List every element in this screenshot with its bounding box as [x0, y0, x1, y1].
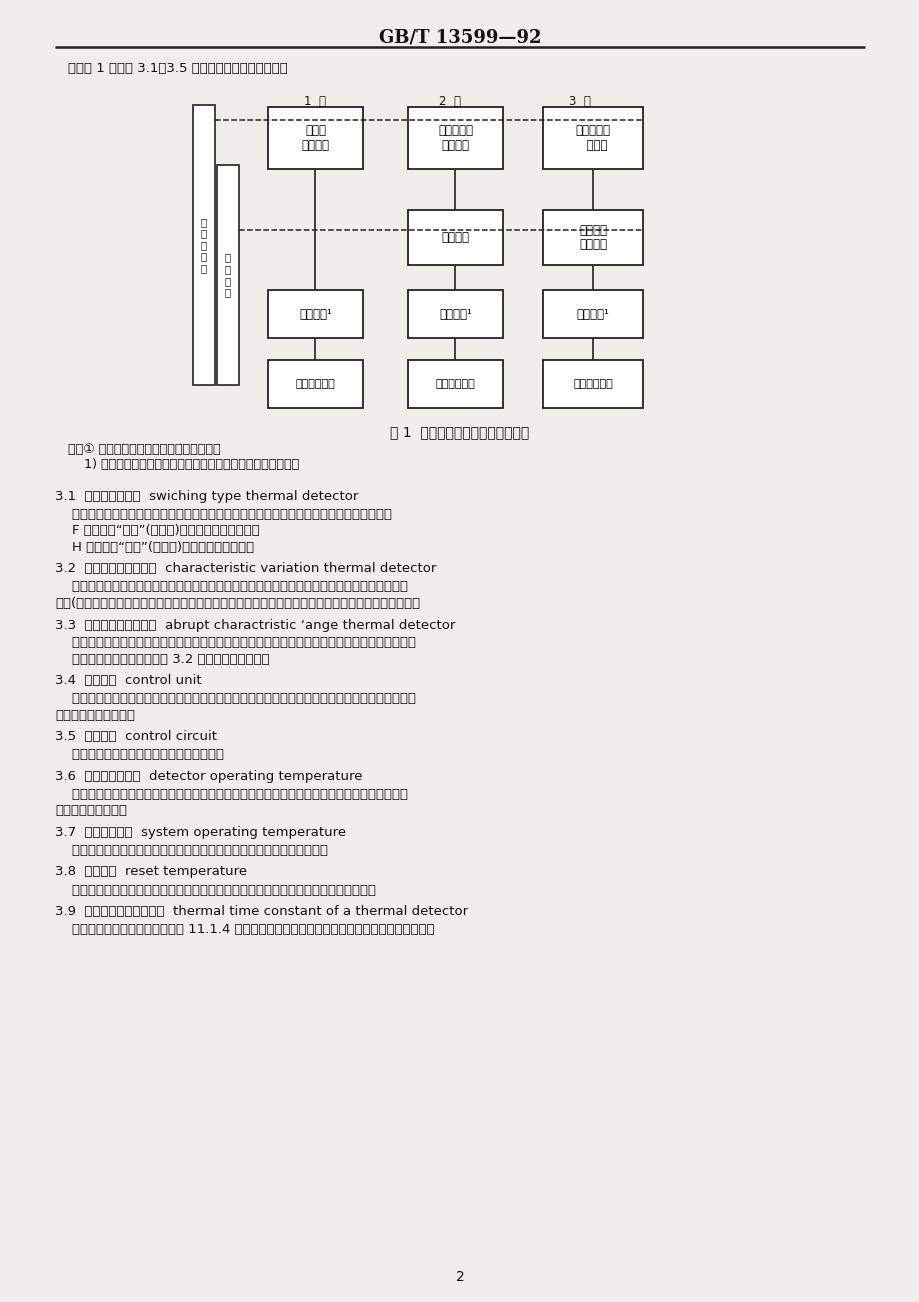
Text: H 型：具有“断开”(即常闭)触头元件的热检测器: H 型：具有“断开”(即常闭)触头元件的热检测器 [55, 542, 254, 553]
Text: 热
保
护
系
统: 热 保 护 系 统 [200, 217, 207, 273]
Text: 断开或闭合旋转电机电源开关装置的电路。: 断开或闭合旋转电机电源开关装置的电路。 [55, 749, 223, 762]
Text: 3.7  系统动作温度  system operating temperature: 3.7 系统动作温度 system operating temperature [55, 825, 346, 838]
Text: 3.1  开关型热检测器  swiching type thermal detector: 3.1 开关型热检测器 swiching type thermal detect… [55, 490, 358, 503]
Text: 控制电路¹: 控制电路¹ [438, 307, 471, 320]
Text: F 型：具有“闭合”(即常开)触头元件的热检测器。: F 型：具有“闭合”(即常开)触头元件的热检测器。 [55, 525, 259, 538]
Text: 3.8  复位温度  reset temperature: 3.8 复位温度 reset temperature [55, 866, 247, 879]
Text: 注：图 1 列示了 3.1～3.5 条规定的装置的相互关系。: 注：图 1 列示了 3.1～3.5 条规定的装置的相互关系。 [68, 62, 288, 76]
Text: 控制电路¹: 控制电路¹ [299, 307, 332, 320]
Bar [193, 105, 215, 385]
Text: 1) 对于二级热保护，控制电路还控制第一级保护的报警装置。: 1) 对于二级热保护，控制电路还控制第一级保护的报警装置。 [68, 458, 299, 471]
Text: 特性突变型
热检测器: 特性突变型 热检测器 [437, 124, 472, 152]
Text: 电机开关装置: 电机开关装置 [295, 379, 335, 389]
Bar [542, 107, 642, 169]
Text: 控制电路¹: 控制电路¹ [576, 307, 608, 320]
Bar [407, 107, 503, 169]
Bar [267, 359, 363, 408]
Text: 注：特性突变型热检测器是 3.2 条的一种特殊类型。: 注：特性突变型热检测器是 3.2 条的一种特殊类型。 [55, 654, 269, 667]
Bar [542, 210, 642, 266]
Text: 电机开关装置: 电机开关装置 [436, 379, 475, 389]
Text: 1  类: 1 类 [303, 95, 325, 108]
Text: 温度下降时，热检测器或者与检测器关联的控制单元复位动作或使电路能复位的温度。: 温度下降时，热检测器或者与检测器关联的控制单元复位动作或使电路能复位的温度。 [55, 884, 376, 897]
Text: 是二种型式的组合型。: 是二种型式的组合型。 [55, 710, 135, 723]
Text: 能直接开关控制电路的热检测器（例如双金属片热检测器）。开关型热检测器有两种类型；: 能直接开关控制电路的热检测器（例如双金属片热检测器）。开关型热检测器有两种类型； [55, 508, 391, 521]
Text: 3.4  控制单元  control unit: 3.4 控制单元 control unit [55, 674, 201, 687]
Text: 3  类: 3 类 [569, 95, 590, 108]
Text: 图 1  热保护系统和控制系统的型式: 图 1 热保护系统和控制系统的型式 [390, 424, 529, 439]
Text: GB/T 13599—92: GB/T 13599—92 [379, 29, 540, 46]
Text: 2  类: 2 类 [438, 95, 460, 108]
Text: 温度上升过程中检测器动作的温度，或者在温度上升期间特性随温度变化而使与检测器关联的控: 温度上升过程中检测器动作的温度，或者在温度上升期间特性随温度变化而使与检测器关联… [55, 788, 407, 801]
Text: 开关型
热检测器: 开关型 热检测器 [301, 124, 329, 152]
Text: 3.3  特性突变型热检测器  abrupt charactristic ‘ange thermal detector: 3.3 特性突变型热检测器 abrupt charactristic ‘ange… [55, 618, 455, 631]
Text: 制单元动作的温度。: 制单元动作的温度。 [55, 805, 127, 818]
Bar [407, 359, 503, 408]
Text: 注：① 控制系统还可增加一个过载继电器。: 注：① 控制系统还可增加一个过载继电器。 [68, 443, 221, 456]
Text: 3.6  检测器动作温度  detector operating temperature: 3.6 检测器动作温度 detector operating temperatu… [55, 769, 362, 783]
Bar [267, 290, 363, 339]
Text: 动作(例如：电阔检测器、热电偶检测器、正温度系数热敏电阔检测器和负温度系数热敏电阔检测器）。: 动作(例如：电阔检测器、热电偶检测器、正温度系数热敏电阔检测器和负温度系数热敏电… [55, 598, 420, 611]
Text: 特性随温度变化的热检测器。它可按制造厂规定的温度或控制单元鉴定的温度使控制系统的开关: 特性随温度变化的热检测器。它可按制造厂规定的温度或控制单元鉴定的温度使控制系统的… [55, 581, 407, 594]
Text: 3.2  特性变化型热检测器  characteristic variation thermal detector: 3.2 特性变化型热检测器 characteristic variation t… [55, 562, 436, 575]
Bar [542, 290, 642, 339]
Text: 使特性变化型热检测器的特性变化转换为开关动作的装置。它可以是电气机械型、电子型，也可以: 使特性变化型热检测器的特性变化转换为开关动作的装置。它可以是电气机械型、电子型，… [55, 693, 415, 706]
Text: 控
制
系
统: 控 制 系 统 [224, 253, 231, 297]
Text: 温度上升过程中检测器和控制单元同步使控制单元动作的检测器的温度。: 温度上升过程中检测器和控制单元同步使控制单元动作的检测器的温度。 [55, 844, 328, 857]
Text: 控制单元: 控制单元 [441, 230, 469, 243]
Text: 2: 2 [455, 1269, 464, 1284]
Text: 电机开关装置: 电机开关装置 [573, 379, 612, 389]
Text: 特性随规定温度发生突变而使控制系统开关动作的热检测器（例如正温度系数热敏电阔检测器）。: 特性随规定温度发生突变而使控制系统开关动作的热检测器（例如正温度系数热敏电阔检测… [55, 637, 415, 650]
Bar [217, 165, 239, 385]
Bar [542, 359, 642, 408]
Text: 3.9  热检测器的热时间常数  thermal time constant of a thermal detector: 3.9 热检测器的热时间常数 thermal time constant of … [55, 905, 468, 918]
Bar [407, 290, 503, 339]
Text: 特性变化型
  检测器: 特性变化型 检测器 [575, 124, 610, 152]
Text: 控制单元
预先整定: 控制单元 预先整定 [578, 224, 607, 251]
Text: 热检测器在不通电的条件下，按 11.1.4 条的规定方法测量，其温度由初始温度达到最终电阔突变: 热检测器在不通电的条件下，按 11.1.4 条的规定方法测量，其温度由初始温度达… [55, 923, 434, 936]
Text: 3.5  控制电路  control circuit: 3.5 控制电路 control circuit [55, 730, 217, 743]
Bar [407, 210, 503, 266]
Bar [267, 107, 363, 169]
